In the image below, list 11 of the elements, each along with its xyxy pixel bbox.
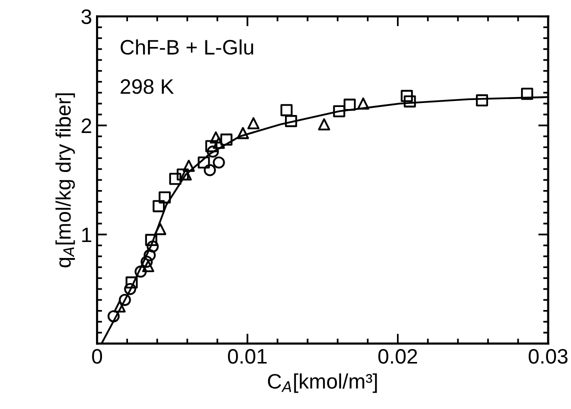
x-tick-label: 0.03 [528, 348, 568, 364]
y-tick-label: 2 [82, 118, 92, 133]
x-tick-label: 0.02 [378, 348, 418, 364]
annotation: 298 K [120, 79, 174, 94]
x-axis-title: C$_{A}$[kmol/m³] [268, 373, 377, 393]
annotation: ChF-B + L-Glu [120, 39, 254, 55]
y-tick-label: 3 [81, 9, 92, 24]
x-tick-label: 0.01 [228, 348, 267, 364]
y-tick-label: 1 [82, 228, 92, 242]
y-axis-title: q$_{A}$[mol/kg dry fiber] [55, 93, 75, 268]
x-tick-label: 0 [92, 348, 102, 364]
